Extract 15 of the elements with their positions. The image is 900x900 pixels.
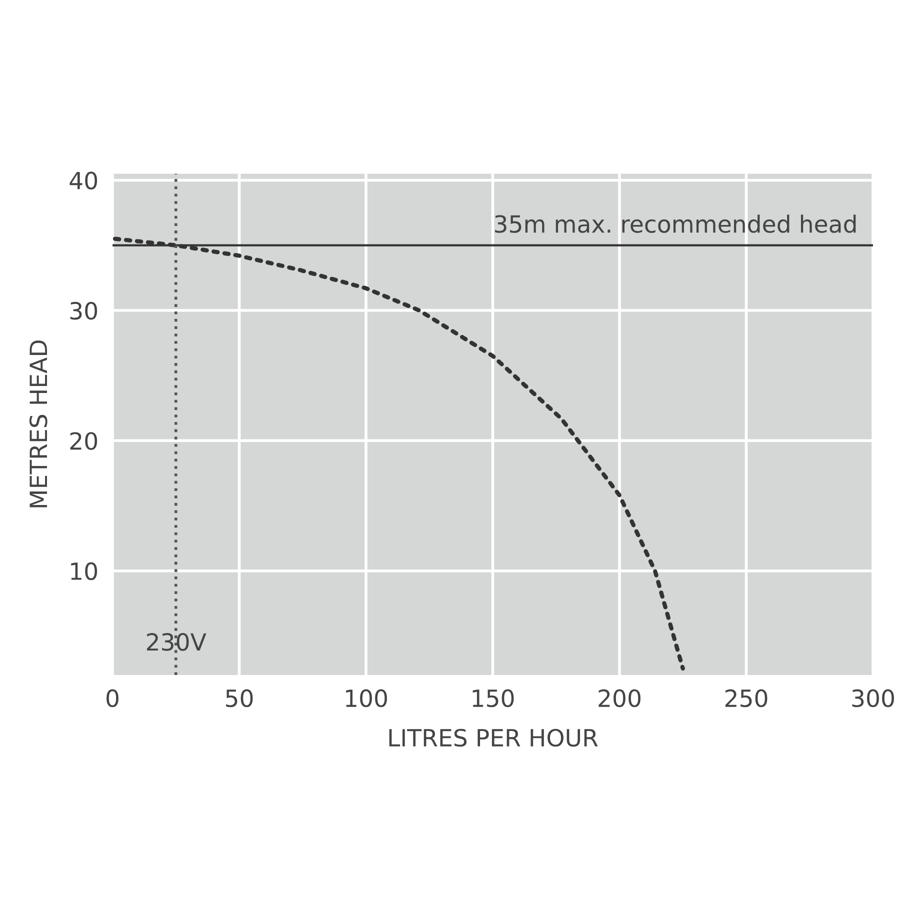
y-tick-label: 20 <box>70 432 98 450</box>
x-axis-title: LITRES PER HOUR <box>389 728 598 747</box>
x-tick-label: 150 <box>472 689 514 708</box>
x-tick-label: 200 <box>598 689 640 708</box>
y-tick-label: 40 <box>70 172 98 190</box>
ref-line-label: 230V <box>146 633 206 651</box>
x-tick-label: 50 <box>226 689 253 708</box>
ref-line-label: 35m max. recommended head <box>495 214 856 233</box>
y-tick-label: 30 <box>70 302 98 320</box>
x-tick-label: 0 <box>106 689 118 708</box>
x-tick-label: 300 <box>852 689 894 708</box>
x-tick-label: 100 <box>346 689 387 708</box>
y-axis-title: METRES HEAD <box>29 340 48 508</box>
y-tick-label: 10 <box>71 562 98 580</box>
x-tick-label: 250 <box>725 689 768 708</box>
